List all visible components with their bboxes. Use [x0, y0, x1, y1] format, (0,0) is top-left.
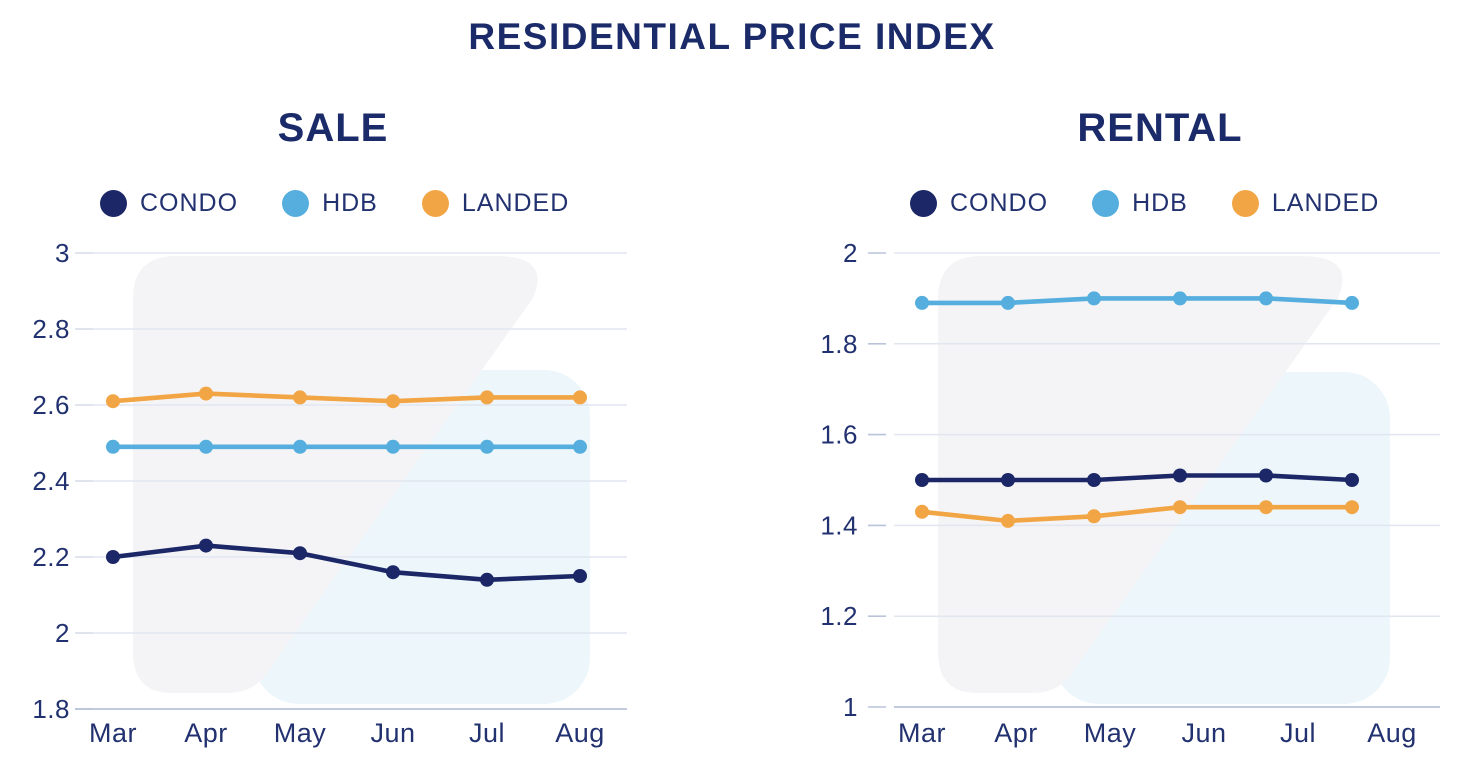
data-point-hdb-mar: [106, 439, 120, 454]
y-tick-label: 1.8: [32, 694, 70, 724]
legend-item-landed: LANDED: [1231, 189, 1380, 218]
data-point-hdb-mar: [915, 295, 929, 310]
legend-label: CONDO: [140, 189, 239, 217]
watermark-gray-shape: [133, 256, 538, 693]
y-tick-label: 2: [843, 238, 858, 268]
data-point-condo-jul: [480, 572, 494, 587]
x-tick-label: Aug: [1367, 718, 1417, 748]
x-tick-label: Jun: [370, 718, 415, 748]
series-line-condo: [919, 473, 1355, 483]
data-point-condo-aug: [573, 569, 587, 583]
data-point-condo-jul: [1259, 468, 1273, 483]
data-point-hdb-apr: [1001, 295, 1015, 310]
legend-item-condo: CONDO: [100, 189, 238, 218]
y-tick-label: 3: [55, 238, 70, 268]
data-point-condo-aug: [1345, 473, 1359, 487]
data-point-hdb-may: [293, 439, 307, 454]
legend-label: LANDED: [461, 189, 570, 217]
condo-legend-dot-icon: [910, 190, 937, 217]
sale-chart-title: SALE: [277, 106, 389, 150]
data-point-condo-jun: [386, 565, 400, 580]
data-point-condo-may: [1087, 473, 1101, 487]
series-line-landed: [919, 504, 1355, 524]
legend-item-condo: CONDO: [910, 189, 1048, 218]
data-point-condo-apr: [1001, 473, 1015, 487]
data-point-landed-may: [1087, 509, 1101, 524]
data-point-landed-jul: [480, 390, 494, 405]
data-point-condo-mar: [915, 473, 929, 487]
data-point-hdb-may: [1087, 291, 1101, 306]
y-tick-label: 1.6: [820, 420, 858, 450]
legend-item-hdb: HDB: [1092, 189, 1188, 218]
data-point-landed-jun: [386, 394, 400, 409]
data-point-hdb-jun: [386, 439, 400, 454]
x-tick-label: Apr: [994, 718, 1038, 748]
x-tick-label: Mar: [898, 718, 946, 748]
y-tick-label: 1: [843, 692, 858, 722]
watermark-gray-shape: [938, 256, 1343, 693]
data-point-landed-apr: [199, 386, 213, 401]
x-tick-label: Jun: [1181, 718, 1226, 748]
data-point-hdb-apr: [199, 439, 213, 454]
x-tick-label: Mar: [89, 718, 137, 748]
y-tick-label: 2.4: [32, 466, 70, 496]
y-tick-label: 1.2: [820, 601, 858, 631]
hdb-legend-dot-icon: [1092, 190, 1120, 217]
landed-legend-dot-icon: [421, 190, 449, 217]
data-point-condo-apr: [199, 538, 213, 553]
x-tick-label: Aug: [555, 718, 605, 748]
data-point-hdb-aug: [1345, 295, 1359, 310]
data-point-landed-aug: [573, 390, 587, 405]
x-tick-label: Jul: [1280, 718, 1316, 748]
legend-item-landed: LANDED: [421, 189, 570, 218]
y-tick-label: 1.4: [820, 510, 858, 540]
landed-legend-dot-icon: [1231, 190, 1259, 217]
series-line-condo: [110, 543, 583, 583]
y-tick-label: 2.8: [32, 314, 70, 344]
y-tick-label: 1.8: [820, 329, 858, 359]
rental-chart-title: RENTAL: [1077, 106, 1243, 150]
rental-legend: CONDO HDB LANDED: [910, 189, 1379, 218]
y-tick-label: 2.6: [32, 390, 70, 420]
legend-label: HDB: [1132, 189, 1188, 217]
data-point-condo-may: [293, 546, 307, 561]
x-tick-label: Apr: [184, 718, 228, 748]
data-point-hdb-aug: [573, 439, 587, 454]
condo-legend-dot-icon: [100, 190, 127, 217]
hdb-legend-dot-icon: [282, 190, 310, 217]
legend-label: LANDED: [1271, 189, 1380, 217]
data-point-landed-mar: [106, 394, 120, 409]
data-point-condo-jun: [1173, 468, 1187, 483]
data-point-landed-may: [293, 390, 307, 405]
page-title: RESIDENTIAL PRICE INDEX: [468, 16, 996, 57]
data-point-landed-jul: [1259, 500, 1273, 515]
series-line-landed: [110, 391, 583, 404]
data-point-hdb-jun: [1173, 291, 1187, 306]
legend-label: HDB: [322, 189, 378, 217]
legend-item-hdb: HDB: [282, 189, 378, 218]
data-point-landed-jun: [1173, 500, 1187, 515]
sale-legend: CONDO HDB LANDED: [100, 189, 569, 218]
y-tick-label: 2: [55, 618, 70, 648]
data-point-condo-mar: [106, 550, 120, 564]
x-tick-label: Jul: [469, 718, 505, 748]
y-tick-label: 2.2: [32, 542, 70, 572]
data-point-landed-mar: [915, 504, 929, 519]
data-point-hdb-jul: [1259, 291, 1273, 306]
data-point-hdb-jul: [480, 439, 494, 454]
legend-label: CONDO: [950, 189, 1049, 217]
x-tick-label: May: [1084, 718, 1137, 748]
data-point-landed-aug: [1345, 500, 1359, 515]
data-point-landed-apr: [1001, 513, 1015, 528]
x-tick-label: May: [274, 718, 327, 748]
series-line-hdb: [919, 296, 1355, 306]
